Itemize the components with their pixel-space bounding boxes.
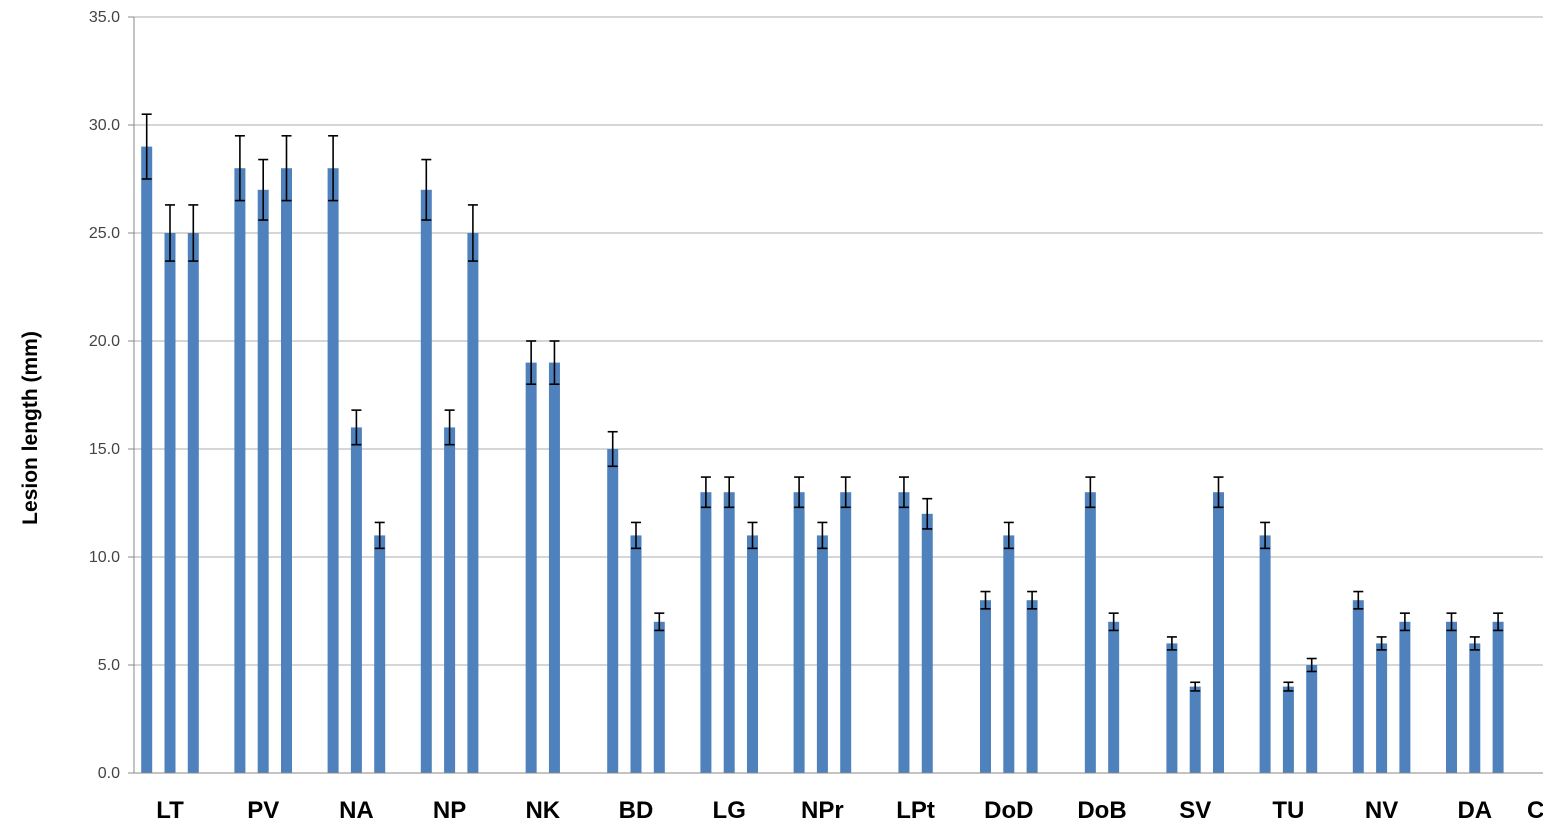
category-label: NPr xyxy=(801,797,844,824)
bar xyxy=(1003,535,1015,773)
bar xyxy=(840,492,852,773)
bar xyxy=(793,492,805,773)
bar xyxy=(747,535,758,773)
gridlines xyxy=(134,16,1543,666)
x-axis-category-labels: LTPVNANPNKBDLGNPrLPtDoDDoBSVTUNVDASPC xyxy=(156,797,1543,824)
bar xyxy=(630,535,642,773)
bar xyxy=(816,535,828,773)
bar xyxy=(607,449,619,773)
category-label: DoB xyxy=(1077,797,1126,824)
y-axis-title: Lesion length (mm) xyxy=(19,331,42,525)
category-label: LT xyxy=(156,797,184,824)
axes xyxy=(133,17,1543,774)
y-tick-label: 20.0 xyxy=(89,333,120,350)
bar xyxy=(374,535,386,773)
bar xyxy=(420,189,432,774)
bar xyxy=(1189,686,1201,773)
y-tick-label: 10.0 xyxy=(89,549,120,566)
bar xyxy=(653,621,665,773)
y-axis-tick-labels: 0.0 5.0 10.0 15.0 20.0 25.0 30.0 35.0 xyxy=(89,9,134,782)
category-label: LG xyxy=(713,797,746,824)
category-label: LPt xyxy=(896,797,935,824)
bar xyxy=(467,233,479,773)
bar xyxy=(1306,665,1318,773)
bar xyxy=(1259,535,1271,773)
bar xyxy=(1492,621,1504,773)
category-label: C xyxy=(1527,797,1543,824)
bar xyxy=(257,189,269,774)
bars xyxy=(141,146,1504,774)
category-label: BD xyxy=(619,797,654,824)
bar xyxy=(187,233,199,773)
bar xyxy=(1166,643,1178,773)
bar xyxy=(1213,492,1224,773)
y-tick-label: 30.0 xyxy=(89,117,120,134)
bar xyxy=(700,492,712,773)
category-label: NK xyxy=(525,797,560,824)
bar xyxy=(1376,643,1388,773)
bar xyxy=(921,513,933,773)
bar xyxy=(1399,621,1411,773)
error-bars xyxy=(141,113,1504,692)
bar xyxy=(1352,600,1364,773)
bar xyxy=(141,146,153,774)
bar xyxy=(1446,621,1457,773)
bar xyxy=(898,492,910,773)
bar xyxy=(1026,600,1038,773)
y-tick-label: 15.0 xyxy=(89,441,120,458)
category-label: DA xyxy=(1457,797,1492,824)
bar xyxy=(980,600,991,773)
category-label: DoD xyxy=(984,797,1033,824)
category-label: SV xyxy=(1179,797,1211,824)
y-tick-label: 5.0 xyxy=(98,657,120,674)
bar xyxy=(327,168,339,773)
y-tick-label: 35.0 xyxy=(89,9,120,26)
bar xyxy=(164,233,176,773)
bar xyxy=(444,427,456,773)
category-label: NP xyxy=(433,797,466,824)
y-tick-label: 25.0 xyxy=(89,225,120,242)
y-tick-label: 0.0 xyxy=(98,765,120,782)
category-label: NA xyxy=(339,797,374,824)
category-label: PV xyxy=(247,797,279,824)
category-label: NV xyxy=(1365,797,1398,824)
bar xyxy=(525,362,537,773)
bar xyxy=(234,168,246,773)
bar xyxy=(1084,492,1096,773)
bar xyxy=(548,362,560,773)
bar xyxy=(1469,643,1481,773)
bar xyxy=(723,492,735,773)
bar xyxy=(1108,621,1120,773)
bar xyxy=(281,168,292,773)
bar xyxy=(1282,686,1294,773)
bar xyxy=(350,427,362,773)
category-label: TU xyxy=(1272,797,1304,824)
